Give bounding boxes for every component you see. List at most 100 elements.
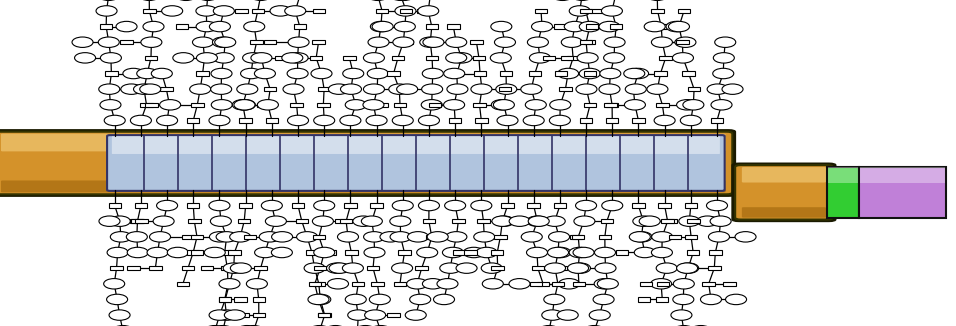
Ellipse shape <box>393 37 414 47</box>
Bar <box>254 266 267 270</box>
Bar <box>387 71 400 76</box>
Ellipse shape <box>104 115 125 126</box>
Ellipse shape <box>209 115 230 126</box>
Ellipse shape <box>542 310 563 320</box>
Ellipse shape <box>629 231 650 242</box>
Bar <box>476 87 489 91</box>
Ellipse shape <box>550 115 571 126</box>
Ellipse shape <box>627 68 648 79</box>
Bar <box>130 219 142 224</box>
Bar <box>340 219 353 224</box>
Bar <box>317 313 330 317</box>
FancyBboxPatch shape <box>1 181 726 192</box>
Bar <box>236 313 249 317</box>
Bar <box>371 87 383 91</box>
Bar <box>149 266 162 270</box>
Ellipse shape <box>456 263 477 273</box>
Ellipse shape <box>134 84 155 94</box>
Bar <box>572 235 584 239</box>
Ellipse shape <box>243 325 264 326</box>
Bar <box>708 266 721 270</box>
Ellipse shape <box>595 263 616 273</box>
Ellipse shape <box>370 21 391 32</box>
Bar <box>127 266 140 270</box>
Ellipse shape <box>147 247 168 258</box>
Bar <box>580 118 593 123</box>
FancyBboxPatch shape <box>731 163 836 222</box>
Ellipse shape <box>631 231 652 242</box>
Bar <box>659 203 671 208</box>
Ellipse shape <box>216 310 237 320</box>
Ellipse shape <box>392 263 413 273</box>
Ellipse shape <box>157 200 178 211</box>
Ellipse shape <box>576 84 597 94</box>
Ellipse shape <box>579 21 600 32</box>
Bar <box>221 266 233 270</box>
Ellipse shape <box>250 52 272 63</box>
Ellipse shape <box>345 99 366 110</box>
Ellipse shape <box>673 325 694 326</box>
Ellipse shape <box>652 231 673 242</box>
Ellipse shape <box>668 21 689 32</box>
Bar <box>264 40 276 44</box>
Ellipse shape <box>272 247 293 258</box>
Ellipse shape <box>420 37 441 47</box>
Ellipse shape <box>282 52 303 63</box>
Bar <box>182 266 194 270</box>
Ellipse shape <box>345 294 366 304</box>
Ellipse shape <box>697 216 718 226</box>
Bar <box>554 203 566 208</box>
Ellipse shape <box>309 325 330 326</box>
Ellipse shape <box>601 200 622 211</box>
Ellipse shape <box>701 294 722 304</box>
Bar <box>313 281 325 286</box>
Ellipse shape <box>196 6 217 16</box>
Ellipse shape <box>482 278 503 289</box>
Bar <box>651 8 663 13</box>
Bar <box>392 55 404 60</box>
Bar <box>105 71 118 76</box>
Bar <box>191 250 204 255</box>
FancyBboxPatch shape <box>1 134 726 151</box>
Bar <box>191 235 204 239</box>
Bar <box>449 118 462 123</box>
Bar <box>554 266 567 270</box>
Ellipse shape <box>326 263 347 273</box>
Ellipse shape <box>598 278 619 289</box>
Bar <box>632 203 644 208</box>
Ellipse shape <box>711 99 732 110</box>
Bar <box>188 219 201 224</box>
Ellipse shape <box>422 84 443 94</box>
Bar <box>367 266 380 270</box>
FancyBboxPatch shape <box>112 136 720 154</box>
Bar <box>600 266 613 270</box>
Bar <box>543 55 555 60</box>
Ellipse shape <box>423 37 444 47</box>
Bar <box>532 266 544 270</box>
Ellipse shape <box>561 37 582 47</box>
Bar <box>656 40 668 44</box>
Bar <box>703 281 715 286</box>
Ellipse shape <box>538 325 559 326</box>
Ellipse shape <box>355 325 376 326</box>
Ellipse shape <box>708 231 729 242</box>
Ellipse shape <box>593 294 614 304</box>
Ellipse shape <box>510 216 531 226</box>
Ellipse shape <box>651 37 672 47</box>
Ellipse shape <box>397 84 418 94</box>
Ellipse shape <box>419 115 440 126</box>
Ellipse shape <box>120 84 141 94</box>
Ellipse shape <box>550 99 571 110</box>
Ellipse shape <box>492 216 513 226</box>
Ellipse shape <box>143 21 164 32</box>
Ellipse shape <box>410 294 431 304</box>
Ellipse shape <box>151 68 172 79</box>
Ellipse shape <box>219 278 240 289</box>
Ellipse shape <box>287 52 308 63</box>
Bar <box>344 203 357 208</box>
Bar <box>555 71 568 76</box>
Bar <box>859 167 946 218</box>
Ellipse shape <box>162 6 183 16</box>
Bar <box>163 102 176 107</box>
Ellipse shape <box>216 231 237 242</box>
